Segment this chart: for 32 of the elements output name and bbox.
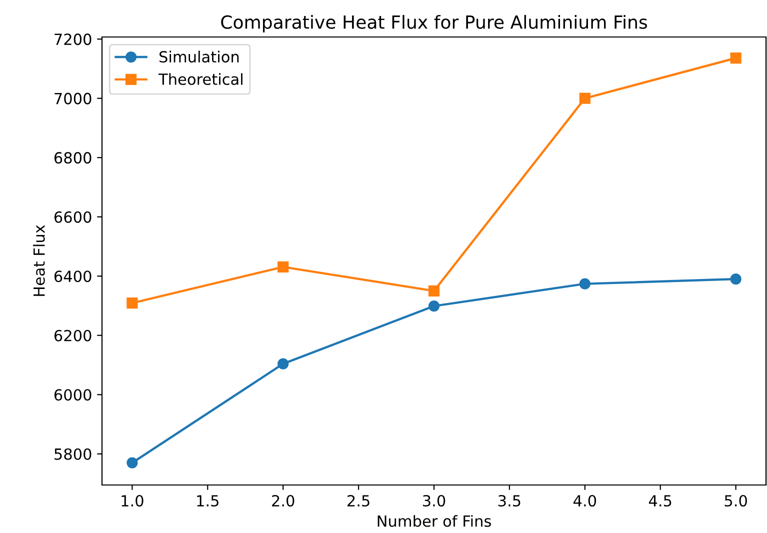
point — [278, 358, 289, 370]
x-axis-title: Number of Fins — [378, 515, 491, 527]
y-axis-title: Heat Flux — [33, 225, 45, 296]
y-tick-label: 6400 — [54, 270, 92, 282]
x-tick-label: 3.5 — [498, 494, 520, 507]
x-tick-label: 4.5 — [648, 495, 672, 507]
x-tick-label: 5.0 — [724, 494, 747, 507]
point — [126, 457, 138, 468]
chart-title: Comparative Heat Flux for Pure Aluminium Fins — [221, 14, 648, 32]
x-tick-label: 4.0 — [574, 494, 596, 507]
y-tick-label: 6600 — [54, 211, 92, 223]
point — [428, 300, 440, 312]
x-tick-label: 1.0 — [122, 494, 144, 507]
point — [278, 261, 289, 272]
point — [579, 278, 590, 290]
x-tick-label: 2.0 — [272, 494, 294, 507]
y-tick-label: 7000 — [54, 92, 92, 104]
y-tick-label: 6000 — [54, 389, 92, 401]
x-tick-label: 3.0 — [423, 494, 446, 507]
point — [428, 285, 440, 296]
point — [126, 298, 138, 309]
y-tick-label: 7200 — [54, 34, 92, 46]
legend-label: Simulation — [160, 50, 239, 63]
legend-label: Theoretical — [158, 73, 242, 85]
x-tick-label: 1.5 — [197, 495, 218, 507]
point — [730, 52, 742, 64]
point — [730, 274, 742, 285]
point — [579, 92, 590, 104]
y-tick-label: 6200 — [54, 330, 92, 342]
y-tick-label: 6800 — [54, 152, 92, 164]
x-tick-label: 2.5 — [348, 494, 370, 507]
y-tick-label: 5800 — [54, 448, 92, 460]
